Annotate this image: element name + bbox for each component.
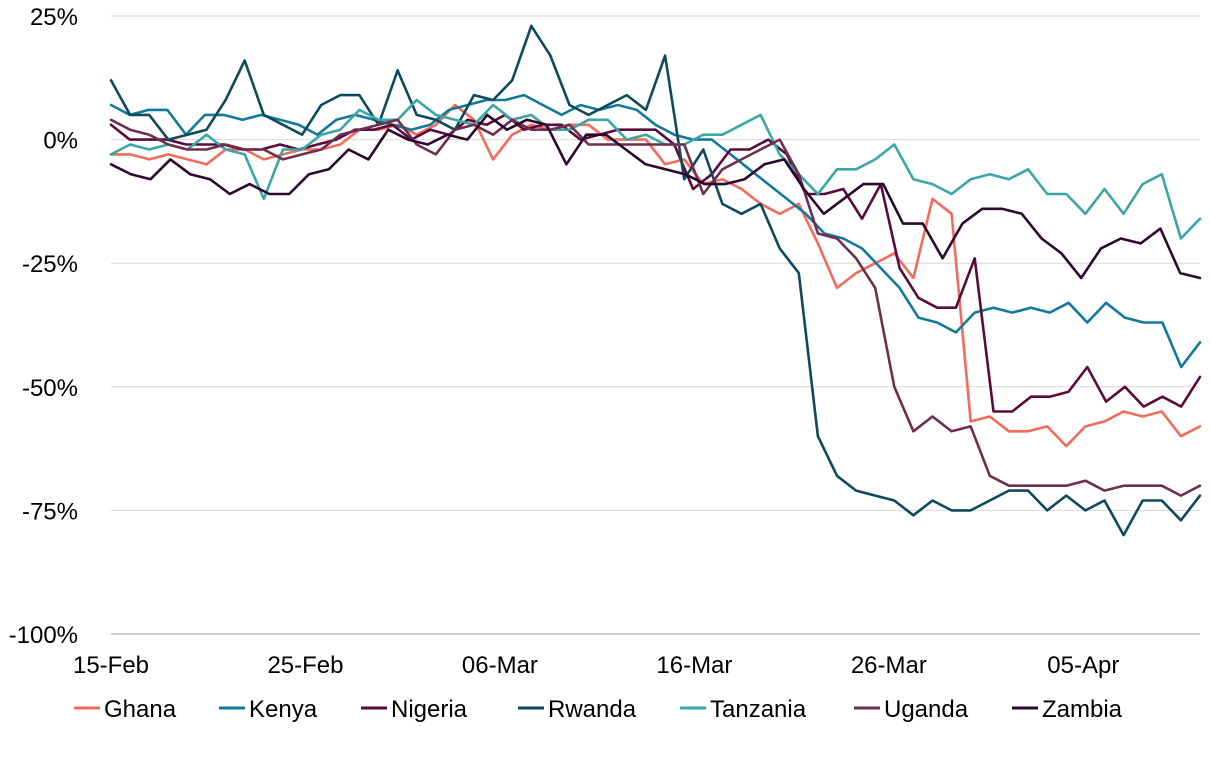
y-tick-label: 25% — [30, 4, 78, 31]
legend-label: Rwanda — [548, 696, 637, 723]
series-line-rwanda — [109, 24, 1202, 537]
legend-item-kenya: Kenya — [219, 696, 318, 723]
gridlines — [111, 15, 1200, 511]
legend-item-nigeria: Nigeria — [361, 696, 468, 723]
series-line-zambia — [109, 113, 1202, 280]
x-tick-label: 16-Mar — [656, 652, 732, 679]
legend-item-tanzania: Tanzania — [680, 696, 807, 723]
series-line-nigeria — [109, 113, 1202, 413]
series-line-tanzania — [109, 98, 1202, 240]
y-tick-label: 0% — [43, 128, 78, 155]
series-lines — [109, 24, 1202, 537]
x-tick-label: 05-Apr — [1047, 652, 1119, 679]
y-axis-tick-labels: 25% 0% -25% -50% -75% -100% — [9, 4, 78, 649]
y-tick-label: -75% — [22, 498, 78, 525]
legend: Ghana Kenya Nigeria Rwanda Tanzania Uganda Zam… — [74, 696, 1123, 723]
legend-item-zambia: Zambia — [1012, 696, 1123, 723]
legend-label: Uganda — [884, 696, 969, 723]
legend-item-uganda: Uganda — [854, 696, 969, 723]
y-tick-label: -25% — [22, 251, 78, 278]
legend-label: Kenya — [249, 696, 318, 723]
series-line-kenya — [109, 93, 1202, 369]
x-tick-label: 25-Feb — [267, 652, 343, 679]
y-tick-label: -50% — [22, 375, 78, 402]
x-axis-tick-labels: 15-Feb 25-Feb 06-Mar 16-Mar 26-Mar 05-Apr — [73, 652, 1119, 679]
legend-label: Tanzania — [710, 696, 807, 723]
legend-label: Zambia — [1042, 696, 1123, 723]
series-line-uganda — [109, 118, 1202, 497]
legend-label: Nigeria — [391, 696, 468, 723]
y-tick-label: -100% — [9, 622, 78, 649]
x-tick-label: 06-Mar — [462, 652, 538, 679]
legend-item-rwanda: Rwanda — [518, 696, 637, 723]
legend-label: Ghana — [104, 696, 177, 723]
legend-item-ghana: Ghana — [74, 696, 177, 723]
x-tick-label: 15-Feb — [73, 652, 149, 679]
series-line-ghana — [109, 103, 1202, 448]
x-tick-label: 26-Mar — [851, 652, 927, 679]
